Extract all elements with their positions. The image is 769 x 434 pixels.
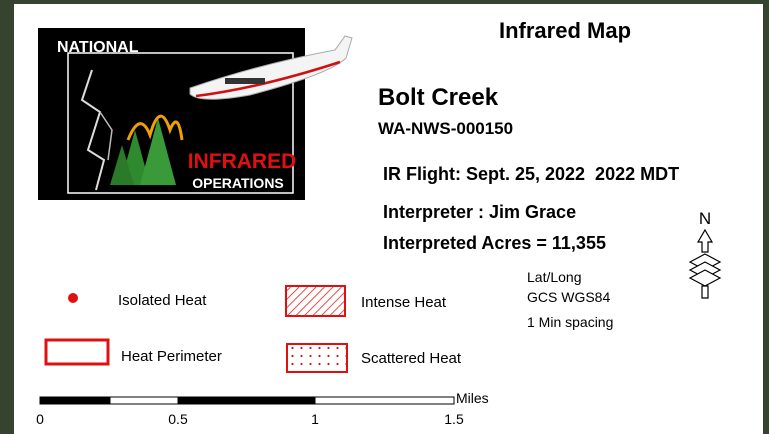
logo: NATIONAL INFRARED OPERATIONS <box>38 28 352 200</box>
plane-windows <box>225 78 265 84</box>
fire-id: WA-NWS-000150 <box>378 119 513 138</box>
acres: Interpreted Acres = 11,355 <box>383 233 606 253</box>
logo-text: OPERATIONS <box>192 175 284 191</box>
scale-label: 1 <box>311 411 319 427</box>
intense-heat-symbol <box>286 286 345 316</box>
scale-label: 1.5 <box>444 411 464 427</box>
isolated-heat-symbol <box>68 293 78 303</box>
map-title: Infrared Map <box>499 18 631 43</box>
projection-line: GCS WGS84 <box>527 289 610 305</box>
legend-label: Scattered Heat <box>361 350 462 367</box>
scale-label: 0 <box>36 411 44 427</box>
interpreter: Interpreter : Jim Grace <box>383 202 576 222</box>
scale-bar <box>40 397 454 404</box>
legend-label: Intense Heat <box>361 294 447 311</box>
fire-name: Bolt Creek <box>378 84 499 111</box>
page: {"title": "Infrared Map", "logo": {"top"… <box>0 0 769 434</box>
scale-label: 0.5 <box>168 411 188 427</box>
legend-label: Heat Perimeter <box>121 348 222 365</box>
projection-line: 1 Min spacing <box>527 314 613 330</box>
scattered-heat-symbol <box>287 344 347 372</box>
logo-text: INFRARED <box>188 150 297 173</box>
legend-label: Isolated Heat <box>118 292 207 309</box>
logo-text: NATIONAL <box>57 39 139 56</box>
legend-panel: NATIONAL INFRARED OPERATIONS Infrared Ma… <box>0 0 769 434</box>
scale-unit: Miles <box>456 390 489 406</box>
projection-line: Lat/Long <box>527 269 582 285</box>
north-label: N <box>699 209 711 228</box>
flight-info: IR Flight: Sept. 25, 2022 2022 MDT <box>383 164 679 184</box>
